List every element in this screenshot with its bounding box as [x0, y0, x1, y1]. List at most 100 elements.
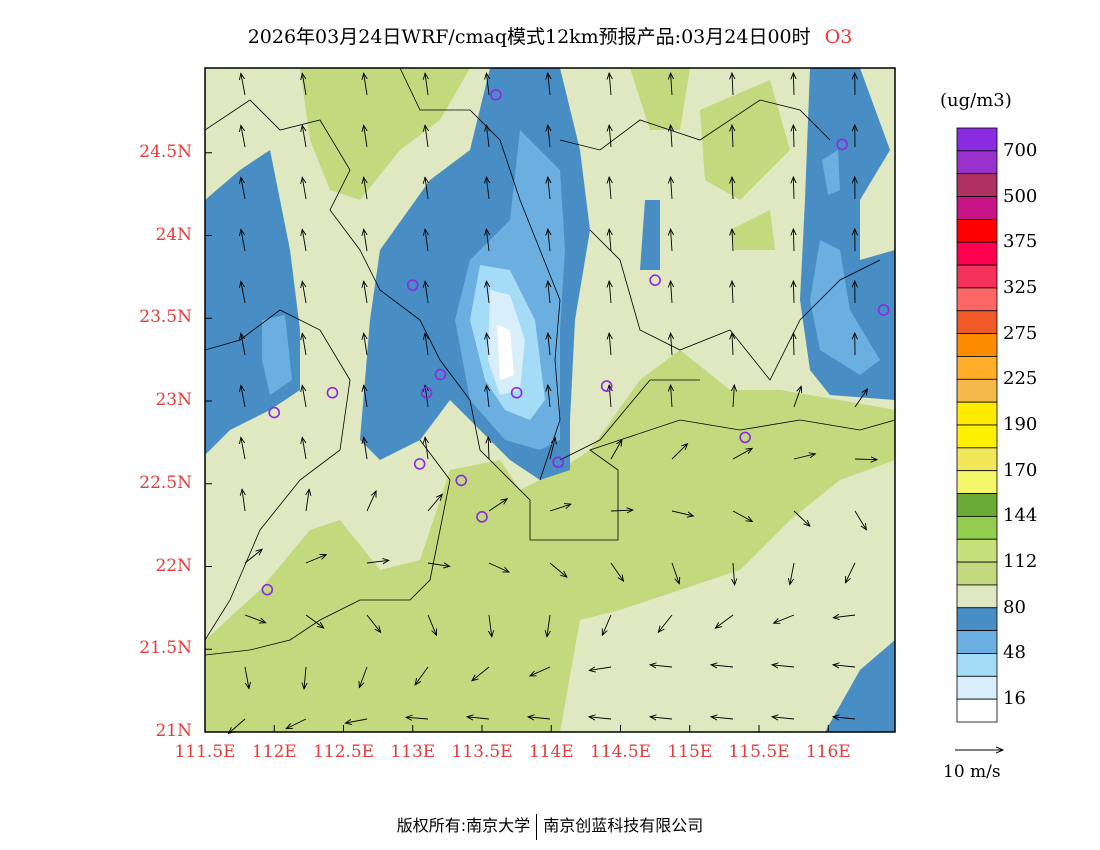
- wind-arrow: [242, 489, 245, 512]
- plot-frame: [204, 67, 896, 733]
- wind-arrow: [304, 666, 306, 689]
- legend-label: 375: [1003, 231, 1038, 253]
- lon-tick-label: 114E: [528, 742, 574, 762]
- wind-arrow: [671, 385, 672, 408]
- wind-arrow: [589, 667, 612, 670]
- wind-arrow: [364, 177, 367, 200]
- legend-swatch: [956, 401, 998, 426]
- wind-arrow: [793, 281, 794, 304]
- wind-arrow: [854, 510, 866, 530]
- wind-arrow: [793, 177, 794, 200]
- wind-arrow: [671, 281, 672, 304]
- wind-arrow: [488, 437, 489, 460]
- wind-arrow: [793, 229, 794, 252]
- legend-swatch: [956, 607, 998, 632]
- wind-arrow: [793, 125, 794, 148]
- wind-arrow: [530, 666, 551, 676]
- site-marker: [455, 474, 468, 487]
- wind-arrow: [793, 510, 810, 526]
- wind-arrow: [732, 510, 752, 521]
- wind-scale-label: 10 m/s: [943, 762, 1001, 782]
- site-marker: [600, 380, 613, 392]
- site-marker: [413, 458, 426, 470]
- wind-arrow: [602, 614, 612, 635]
- wind-arrow: [425, 73, 428, 96]
- wind-arrow: [345, 718, 368, 723]
- wind-arrow: [548, 281, 550, 304]
- wind-arrow: [305, 555, 326, 564]
- lon-tick-label: 115.5E: [728, 742, 790, 762]
- site-marker: [261, 583, 274, 596]
- site-marker: [326, 386, 339, 399]
- legend-swatch: [956, 356, 998, 380]
- legend-swatch: [956, 675, 998, 700]
- wind-arrow: [364, 125, 367, 148]
- wind-arrow: [671, 73, 672, 96]
- monitoring-sites: [261, 89, 890, 596]
- wind-arrow: [658, 614, 673, 632]
- wind-arrow: [241, 281, 246, 304]
- lat-tick-label: 22.5N: [139, 472, 192, 493]
- wind-arrow: [671, 125, 672, 148]
- wind-arrow: [609, 229, 611, 252]
- wind-arrow: [610, 440, 622, 460]
- lon-tick-label: 112E: [251, 742, 297, 762]
- legend-swatch: [956, 218, 998, 243]
- wind-arrow: [302, 333, 307, 356]
- legend-swatch: [956, 424, 998, 449]
- lon-tick-label: 116E: [805, 742, 851, 762]
- legend-label: 225: [1003, 368, 1038, 390]
- wind-vectors: [228, 73, 877, 734]
- legend-swatch: [956, 698, 998, 723]
- wind-arrow: [548, 333, 550, 356]
- wind-arrow: [425, 437, 428, 460]
- legend-swatch: [956, 584, 998, 609]
- legend-unit: (ug/m3): [940, 90, 1012, 111]
- wind-arrow: [486, 177, 489, 200]
- legend-label: 500: [1003, 185, 1038, 207]
- wind-arrow: [302, 73, 307, 96]
- wind-arrow: [302, 281, 307, 304]
- site-marker: [739, 431, 751, 444]
- lon-tick-label: 113E: [390, 742, 436, 762]
- wind-arrow: [486, 333, 489, 356]
- legend-swatch: [956, 378, 998, 403]
- wind-arrow: [609, 385, 611, 408]
- lat-tick-label: 24.5N: [139, 141, 192, 162]
- wind-arrow: [833, 717, 856, 719]
- site-marker: [476, 511, 488, 523]
- wind-arrow: [732, 125, 733, 148]
- wind-arrow: [793, 454, 815, 460]
- legend-swatch: [956, 515, 998, 540]
- legend-label: 16: [1003, 688, 1026, 710]
- legend-colorbar: [956, 127, 998, 723]
- wind-arrow: [302, 177, 307, 200]
- wind-arrow: [845, 562, 856, 583]
- wind-arrow: [671, 177, 672, 200]
- wind-arrow: [549, 504, 571, 512]
- wind-arrow: [366, 491, 376, 512]
- wind-arrow: [241, 437, 246, 460]
- wind-arrow: [241, 177, 246, 200]
- wind-arrow: [406, 717, 429, 719]
- lat-tick-label: 22N: [155, 555, 192, 576]
- lat-tick-label: 24N: [155, 224, 192, 245]
- lat-tick-label: 21N: [155, 721, 192, 741]
- site-marker: [649, 274, 661, 286]
- wind-arrow: [609, 73, 611, 96]
- site-marker: [268, 406, 281, 419]
- wind-arrow: [671, 333, 672, 356]
- wind-arrow: [833, 665, 856, 667]
- wind-arrow: [671, 510, 693, 516]
- legend-swatch: [956, 493, 998, 517]
- lon-tick-label: 112.5E: [312, 742, 375, 762]
- wind-arrow: [366, 560, 389, 563]
- wind-arrow: [774, 614, 795, 623]
- wind-arrow: [488, 499, 507, 512]
- wind-arrow: [793, 73, 794, 96]
- wind-arrow: [244, 666, 249, 689]
- field-olive-ne: [630, 68, 790, 250]
- wind-arrow: [488, 562, 509, 572]
